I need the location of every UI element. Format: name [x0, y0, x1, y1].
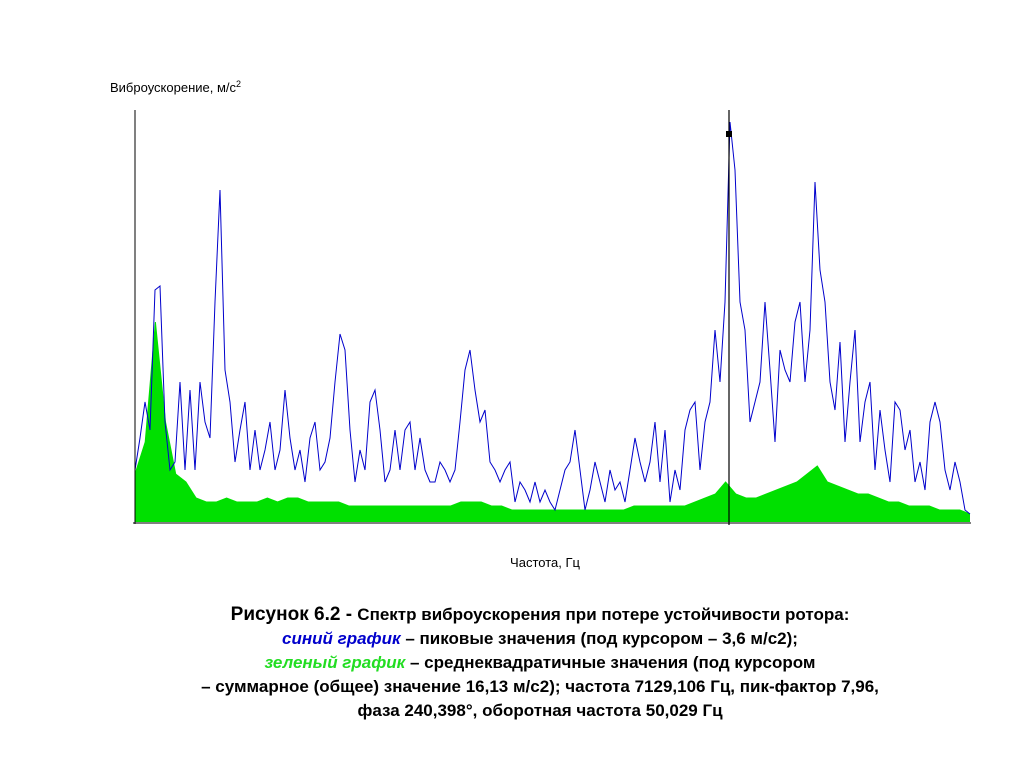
y-axis-label: Виброускорение, м/с2: [110, 79, 241, 95]
caption-line: Рисунок 6.2 - Спектр виброускорения при …: [0, 603, 1024, 627]
blue-name: синий график: [282, 629, 401, 648]
caption-line: – суммарное (общее) значение 16,13 м/с2)…: [201, 677, 879, 696]
rms-line: [134, 321, 971, 515]
plot-area: [134, 121, 971, 522]
caption-line: зеленый график – среднеквадратичные знач…: [0, 651, 1024, 675]
caption-title: Спектр виброускорения при потере устойчи…: [357, 605, 850, 624]
rms-area-fill: [135, 322, 970, 522]
y-label-text: Виброускорение, м/с: [110, 80, 237, 95]
x-axis-label: Частота, Гц: [510, 555, 580, 570]
green-name: зеленый график: [264, 653, 406, 672]
figure-number: Рисунок 6.2 -: [230, 604, 358, 625]
caption-line: синий график – пиковые значения (под кур…: [0, 627, 1024, 651]
cursor-marker[interactable]: [726, 131, 732, 137]
caption: Рисунок 6.2 - Спектр виброускорения при …: [0, 603, 1024, 723]
chart: Виброускорение, м/с2 Частота, Гц: [110, 79, 971, 570]
green-text: – среднеквадратичные значения (под курсо…: [405, 653, 816, 672]
blue-text: – пиковые значения (под курсором – 3,6 м…: [400, 629, 798, 648]
peak-line: [134, 121, 971, 515]
y-label-sup: 2: [236, 79, 241, 89]
caption-line: фаза 240,398°, оборотная частота 50,029 …: [357, 701, 723, 720]
